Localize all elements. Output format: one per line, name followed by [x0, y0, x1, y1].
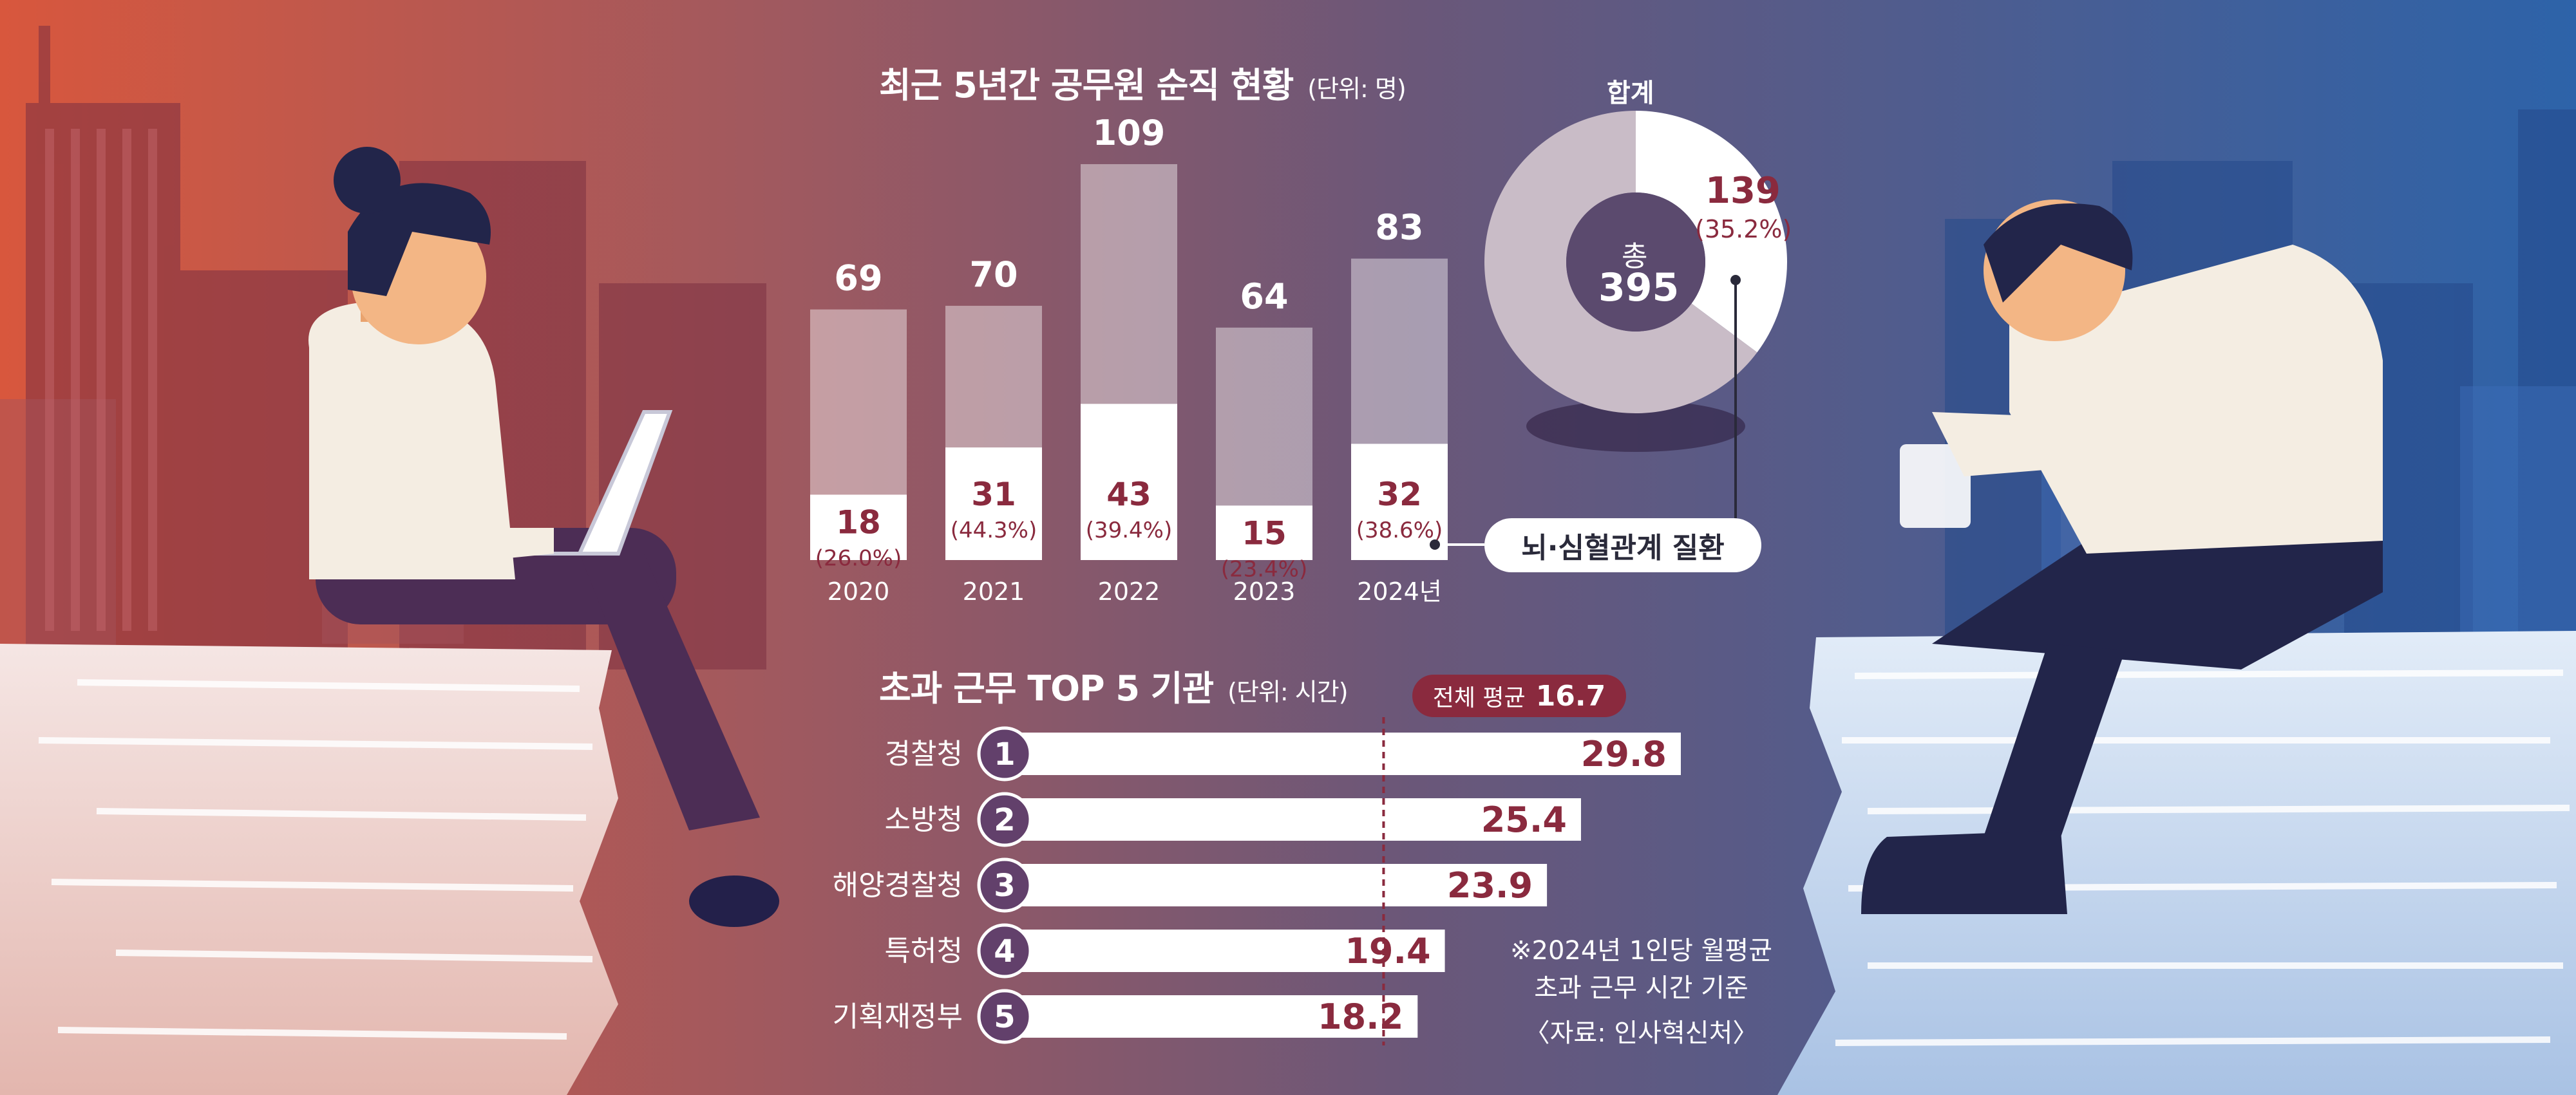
donut-center-value: 395	[1598, 265, 1680, 310]
donut-center	[1566, 192, 1705, 332]
rank-number: 2	[994, 802, 1015, 838]
donut-center-label: 총	[1622, 240, 1648, 273]
rank-badge	[977, 726, 1032, 781]
disease-value-label: 31	[971, 476, 1016, 513]
total-value-label: 64	[1240, 276, 1288, 317]
overtime-value-label: 18.2	[1318, 997, 1403, 1037]
average-pill: 전체 평균 16.7	[1412, 675, 1626, 717]
disease-value-label: 18	[836, 503, 881, 541]
year-tick-label: 2023	[1233, 577, 1296, 606]
disease-bar	[1081, 404, 1177, 560]
overtime-bar	[1005, 995, 1418, 1038]
chart1-title: 최근 5년간 공무원 순직 현황 (단위: 명)	[879, 57, 1406, 108]
chart1-title-text: 최근 5년간 공무원 순직 현황	[879, 65, 1294, 106]
total-value-label: 69	[834, 258, 882, 299]
total-value-label: 70	[969, 254, 1018, 295]
rank-badge	[977, 989, 1032, 1044]
disease-pct-label: (38.6%)	[1356, 518, 1443, 543]
donut-slice	[1484, 110, 1757, 413]
overtime-bar	[1005, 864, 1548, 906]
disease-pct-label: (39.4%)	[1086, 518, 1173, 543]
overtime-value-label: 29.8	[1581, 734, 1667, 774]
total-value-label: 109	[1093, 113, 1166, 153]
agency-label: 해양경찰청	[833, 869, 963, 902]
donut-connector-dot	[1730, 275, 1741, 285]
disease-pct-label: (23.4%)	[1221, 556, 1308, 582]
rank-badge	[977, 857, 1032, 913]
donut-highlight-pct: (35.2%)	[1695, 215, 1792, 243]
year-tick-label: 2021	[963, 577, 1025, 606]
average-value: 16.7	[1535, 679, 1606, 713]
rank-number: 4	[994, 933, 1015, 969]
disease-bar	[1216, 505, 1312, 560]
rank-number: 5	[994, 999, 1015, 1035]
donut-highlight-value: 139	[1705, 170, 1781, 212]
chart2-unit: (단위: 시간)	[1227, 678, 1348, 706]
disease-bar	[945, 447, 1042, 560]
rank-badge	[977, 923, 1032, 978]
donut-caption: 합계	[1607, 79, 1654, 108]
footnote-line2: 초과 근무 시간 기준	[1534, 973, 1748, 1003]
legend-pill: 뇌·심혈관계 질환	[1484, 518, 1761, 572]
rank-number: 1	[994, 736, 1015, 772]
year-tick-label: 2020	[828, 577, 890, 606]
agency-label: 기획재정부	[833, 1000, 963, 1033]
overtime-value-label: 19.4	[1345, 931, 1430, 971]
source-note: 〈자료: 인사혁신처〉	[1524, 1018, 1759, 1048]
disease-bar	[810, 494, 907, 560]
overtime-value-label: 25.4	[1481, 800, 1567, 840]
rank-badge	[977, 792, 1032, 847]
donut-slice	[1636, 111, 1787, 353]
agency-label: 소방청	[885, 803, 963, 836]
donut-shadow	[1526, 400, 1745, 452]
chart2-title-text: 초과 근무 TOP 5 기관	[879, 668, 1214, 709]
agency-label: 경찰청	[885, 738, 963, 771]
legend-label: 뇌·심혈관계 질환	[1521, 532, 1725, 565]
rank-number: 3	[994, 868, 1015, 904]
disease-value-label: 32	[1377, 476, 1422, 513]
footnote: ※2024년 1인당 월평균 초과 근무 시간 기준 〈자료: 인사혁신처〉	[1510, 932, 1772, 1052]
average-label: 전체 평균	[1432, 685, 1526, 711]
woman-with-laptop-illustration	[308, 147, 779, 927]
tired-man-illustration	[1861, 200, 2383, 914]
overtime-bar	[1005, 930, 1445, 972]
total-value-label: 83	[1375, 207, 1423, 248]
chart1-unit: (단위: 명)	[1307, 75, 1406, 103]
legend-connector-dot	[1430, 539, 1440, 550]
year-tick-label: 2024년	[1357, 577, 1442, 606]
agency-label: 특허청	[885, 935, 963, 968]
year-tick-label: 2022	[1098, 577, 1160, 606]
overtime-bar	[1005, 798, 1581, 841]
overtime-value-label: 23.9	[1447, 865, 1533, 906]
chart2-title: 초과 근무 TOP 5 기관 (단위: 시간)	[879, 660, 1349, 711]
overtime-bar	[1005, 733, 1681, 775]
disease-pct-label: (26.0%)	[815, 545, 902, 571]
disease-value-label: 15	[1242, 514, 1287, 552]
footnote-line1: ※2024년 1인당 월평균	[1510, 936, 1772, 966]
disease-value-label: 43	[1106, 476, 1151, 513]
disease-pct-label: (44.3%)	[951, 518, 1037, 543]
